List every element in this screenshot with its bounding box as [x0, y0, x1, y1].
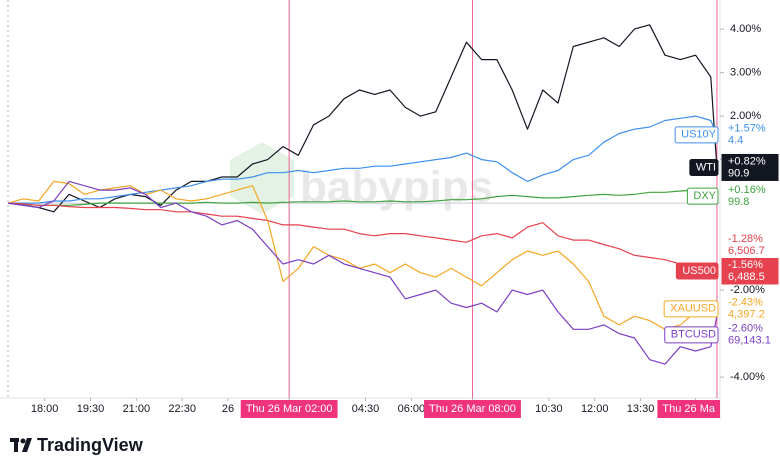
x-tick-label: 22:30: [168, 403, 196, 415]
brand-logo: [14, 438, 18, 452]
series-name-tag-bg: [663, 300, 719, 318]
x-tick-label: 06:00: [398, 403, 426, 415]
series-name-tag-bg: [674, 126, 719, 144]
price-label: 6,488.5: [728, 271, 765, 283]
ref-price-box: [722, 231, 778, 258]
series-name-tag-bg: [689, 158, 719, 176]
series-name-tag-bg: [664, 326, 719, 344]
x-tick-label: 18:00: [31, 403, 59, 415]
price-label: 69,143.1: [728, 335, 771, 347]
x-tick-label: 21:00: [123, 403, 151, 415]
y-tick-label: 2.00%: [730, 110, 761, 122]
change-label: -2.60%: [728, 323, 763, 335]
series-name-tag-bg: [675, 262, 719, 280]
series-name-tag: BTCUSD: [671, 329, 716, 341]
brand: TradingView: [10, 435, 144, 455]
axes: 4.00%3.00%2.00%1.00%-2.00%-4.00%18:0019:…: [31, 23, 765, 418]
price-label: 90.9: [728, 167, 749, 179]
price-label: 4,397.2: [728, 309, 765, 321]
change-label: -2.43%: [728, 297, 763, 309]
change-label: +0.16%: [728, 184, 766, 196]
change-label: +1.57%: [728, 123, 766, 135]
change-label: -1.56%: [728, 259, 763, 271]
price-labels: US10Y +1.57%4.4 WTI +0.82%90.9 DXY +0.16%99.8…: [663, 121, 779, 349]
price-label: 4.4: [728, 135, 743, 147]
series-name-tag: XAUUSD: [670, 303, 716, 315]
series-name-tag-bg: [686, 187, 719, 205]
price-box: [721, 257, 779, 285]
x-tick-label: Thu 26 Mar 02:00: [246, 403, 333, 415]
series-line: [7, 180, 718, 330]
series-name-tag: US10Y: [681, 129, 717, 141]
x-tick-label: Thu 26 Mar 08:00: [429, 403, 516, 415]
series-line: [7, 189, 718, 206]
price-label: 99.8: [728, 196, 749, 208]
price-box: [721, 182, 779, 210]
brand-logo: [20, 438, 26, 444]
watermark-logo: [230, 142, 294, 214]
price-box: [721, 321, 779, 349]
series-line: [7, 202, 718, 272]
price-box: [721, 121, 779, 149]
x-tick-highlight: [240, 400, 338, 418]
x-tick-label: 19:30: [77, 403, 105, 415]
x-tick-highlight: [657, 400, 720, 418]
x-tick-label: Thu 26 Ma: [662, 403, 715, 415]
ref-change-label: -1.28%: [728, 233, 763, 245]
x-tick-label: 10:30: [535, 403, 563, 415]
y-tick-label: 4.00%: [730, 23, 761, 35]
brand-name: TradingView: [37, 435, 144, 455]
series-name-tag: WTI: [696, 161, 716, 173]
x-tick-label: 26: [222, 403, 234, 415]
series-line: [8, 115, 718, 204]
y-tick-label: -4.00%: [730, 371, 765, 383]
series-name-tag: DXY: [693, 190, 716, 202]
series-line: [7, 180, 718, 365]
x-tick-label: 04:30: [352, 403, 380, 415]
y-tick-label: 3.00%: [730, 67, 761, 79]
x-tick-label: 12:00: [581, 403, 609, 415]
change-label: +0.82%: [728, 155, 766, 167]
x-tick-highlight: [424, 400, 521, 418]
price-box: [721, 153, 779, 181]
series-name-tag: US500: [682, 265, 716, 277]
brand-logo: [22, 438, 32, 452]
ref-price-label: 6,506.7: [728, 245, 765, 257]
y-tick-label: -2.00%: [730, 284, 765, 296]
x-tick-label: 13:30: [627, 403, 655, 415]
